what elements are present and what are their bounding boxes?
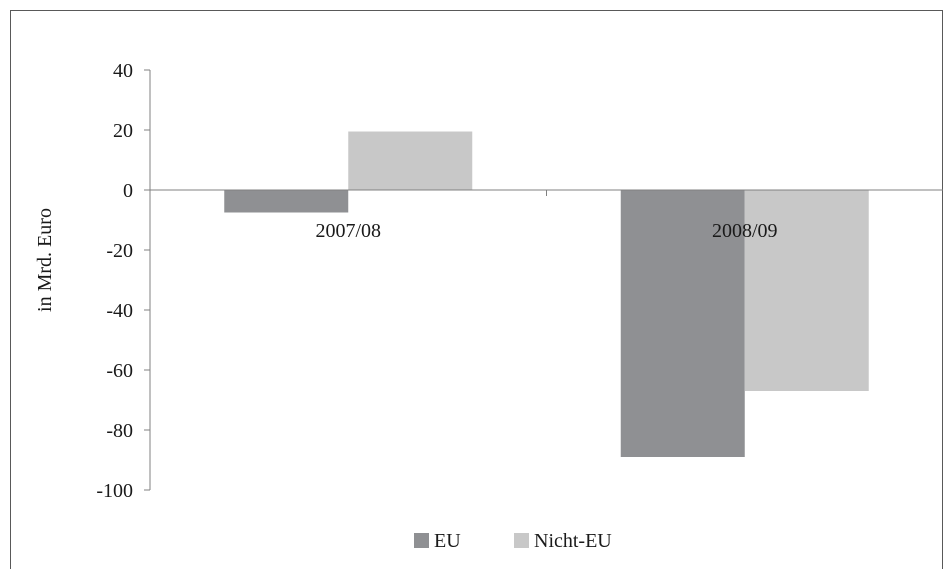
legend: EU Nicht-EU (414, 530, 612, 552)
legend-label-nicht-eu: Nicht-EU (534, 530, 612, 552)
x-ticks-group: 2007/08 2008/09 (315, 190, 778, 242)
y-ticks-group: 40 20 0 -20 -40 -60 -80 -100 (96, 60, 150, 502)
chart-frame (10, 10, 943, 569)
x-tick-label: 2008/09 (712, 220, 778, 242)
y-tick-label: -20 (106, 240, 133, 262)
legend-swatch-eu (414, 533, 429, 548)
y-tick-label: -60 (106, 360, 133, 382)
y-tick-label: -80 (106, 420, 133, 442)
bar-eu-0 (224, 190, 349, 213)
bar-eu-1 (620, 190, 745, 457)
y-tick-label: 20 (113, 120, 133, 142)
y-axis-label: in Mrd. Euro (34, 208, 56, 312)
bar-nicht-eu-1 (744, 190, 869, 391)
bar-nicht-eu-0 (348, 131, 473, 190)
y-tick-label: 40 (113, 60, 133, 82)
y-tick-label: 0 (123, 180, 133, 202)
y-tick-label: -100 (96, 480, 133, 502)
legend-label-eu: EU (434, 530, 461, 552)
bars-group (224, 131, 869, 457)
legend-swatch-nicht-eu (514, 533, 529, 548)
x-tick-label: 2007/08 (315, 220, 381, 242)
y-tick-label: -40 (106, 300, 133, 322)
